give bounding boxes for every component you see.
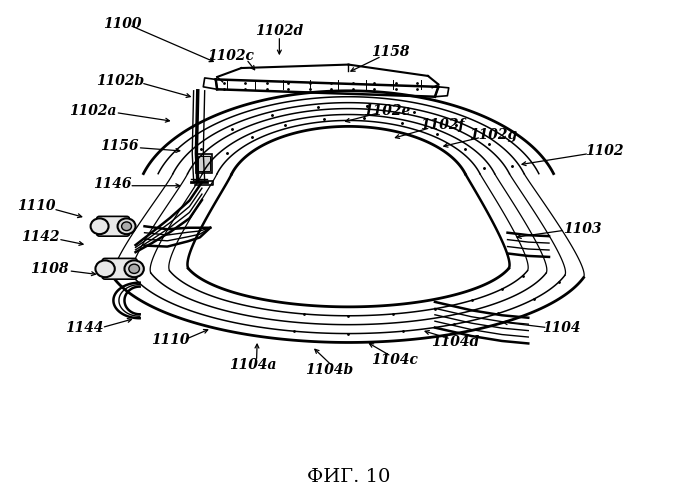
Text: 1110: 1110: [151, 333, 190, 347]
Text: 1102a: 1102a: [69, 104, 116, 118]
Text: 1102b: 1102b: [96, 74, 144, 88]
Ellipse shape: [121, 222, 132, 230]
FancyBboxPatch shape: [97, 216, 130, 236]
Ellipse shape: [118, 218, 135, 234]
Text: 1102: 1102: [585, 144, 624, 158]
Ellipse shape: [91, 218, 109, 234]
Text: 1104d: 1104d: [431, 336, 480, 349]
Text: 1110: 1110: [17, 200, 55, 213]
Ellipse shape: [95, 260, 115, 277]
Text: 1102f: 1102f: [420, 118, 464, 132]
Text: 1108: 1108: [31, 262, 69, 276]
Text: 1103: 1103: [563, 222, 602, 235]
Text: 1100: 1100: [103, 16, 141, 30]
Text: 1156: 1156: [100, 139, 138, 153]
Text: 1104c: 1104c: [372, 353, 418, 367]
Text: 1146: 1146: [93, 177, 131, 191]
Text: 1104a: 1104a: [229, 358, 277, 372]
Text: 1102g: 1102g: [470, 128, 518, 142]
Text: 1102c: 1102c: [208, 48, 254, 62]
Text: 1144: 1144: [65, 321, 104, 335]
Bar: [197, 154, 212, 174]
FancyBboxPatch shape: [102, 258, 137, 279]
Bar: [199, 156, 210, 172]
Text: 1104b: 1104b: [305, 362, 353, 376]
Text: 1102d: 1102d: [255, 24, 303, 38]
Text: 1104: 1104: [542, 320, 581, 334]
Text: ФИГ. 10: ФИГ. 10: [307, 468, 390, 486]
Text: 1142: 1142: [22, 230, 60, 243]
Text: 1102e: 1102e: [363, 104, 411, 118]
Ellipse shape: [125, 260, 144, 277]
Text: 1158: 1158: [371, 45, 409, 59]
Ellipse shape: [129, 264, 139, 274]
